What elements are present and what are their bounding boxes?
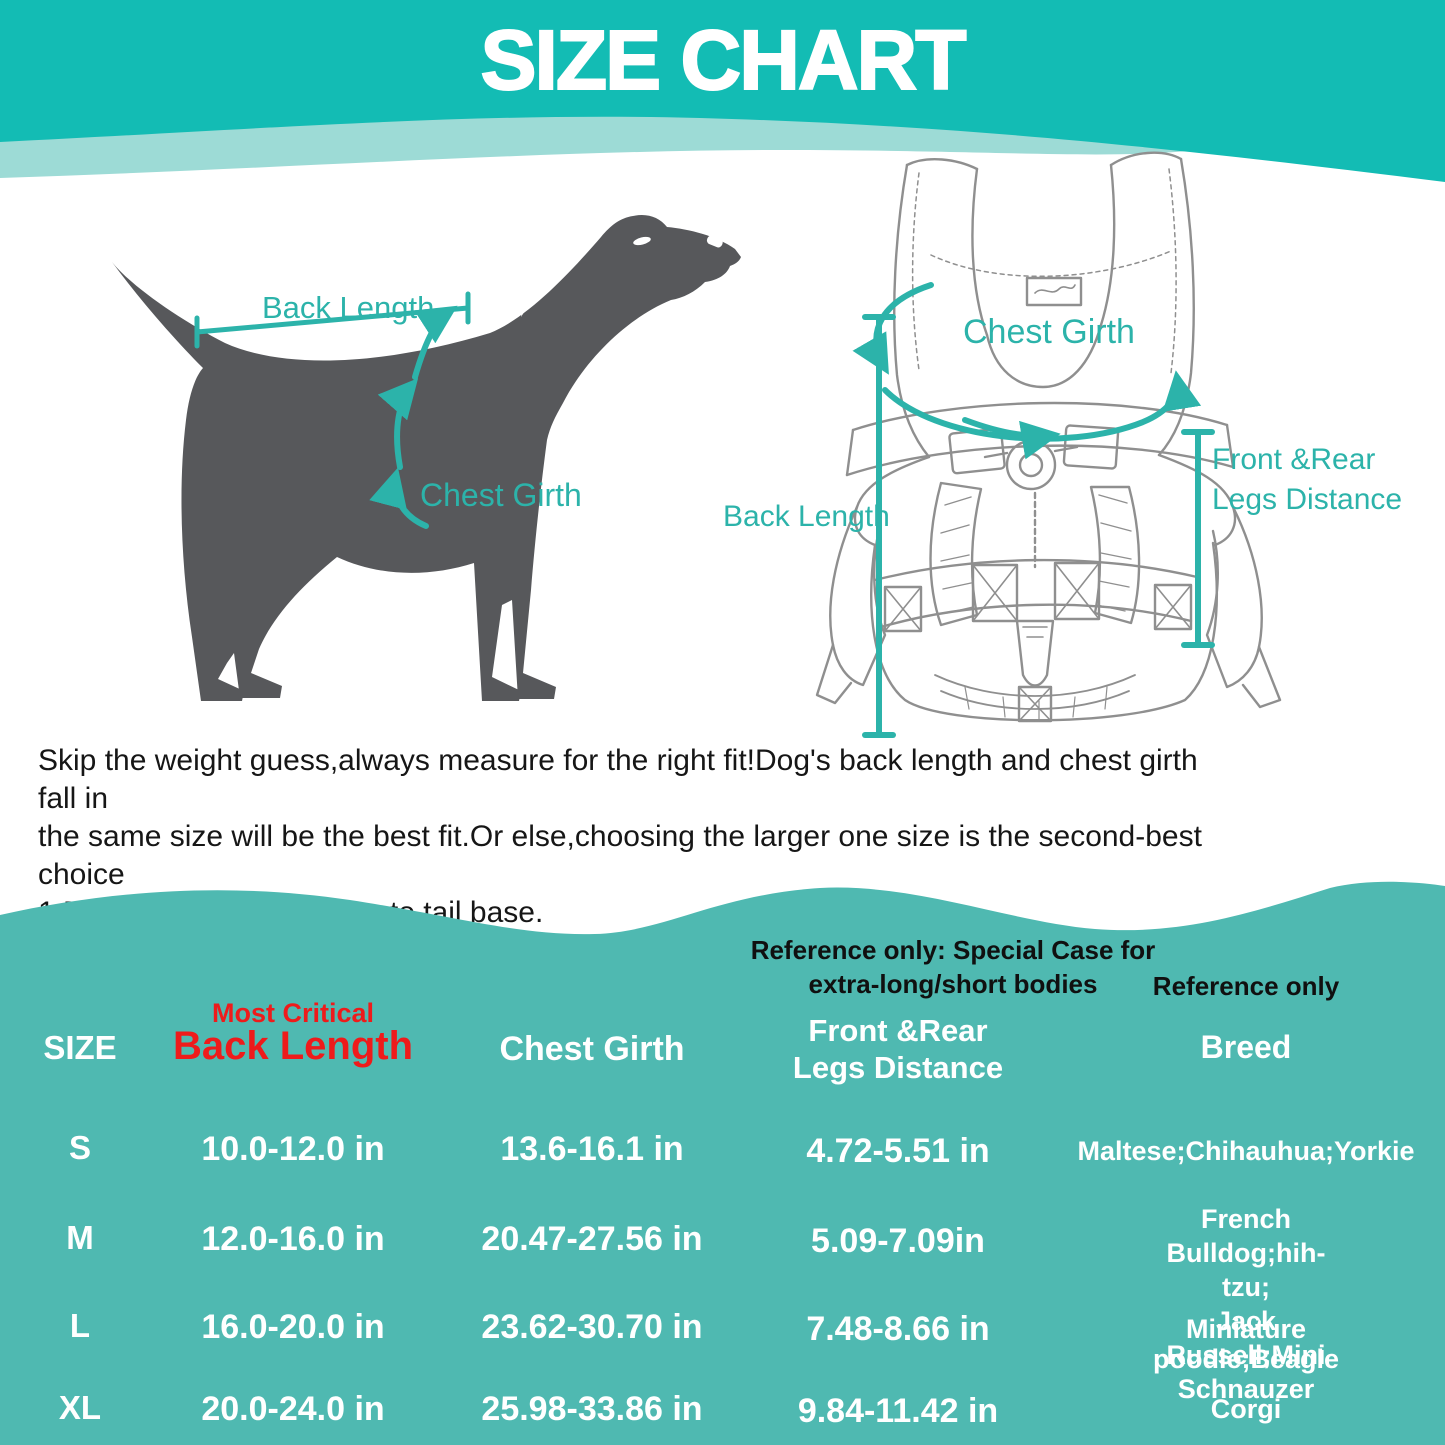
pack-legs-distance-label: Front &Rear Legs Distance [1212,443,1403,516]
breed-column-note: Reference only [1152,971,1340,1001]
row-s-chest-girth: 13.6-16.1 in [500,1130,684,1168]
row-l-chest-girth: 23.62-30.70 in [481,1308,703,1346]
dog-silhouette-icon [112,215,741,701]
most-critical-note: Most Critical [211,998,375,1028]
row-xl-breed: Corgi [1210,1394,1282,1424]
header-wave-background [0,0,1445,182]
legs-column-note: Reference only: Special Case for extra-l… [750,935,1156,999]
dog-nose-highlight [706,235,723,248]
row-m-back-length: 12.0-16.0 in [201,1220,385,1258]
row-l-size: L [69,1307,91,1344]
header-teal-wave [0,0,1445,182]
row-s-size: S [68,1129,92,1166]
page-title: SIZE CHART [480,12,968,108]
header-breed: Breed [1200,1029,1292,1065]
row-s-back-length: 10.0-12.0 in [201,1130,385,1168]
row-l-breed: Miniature poodle;Beagle [1152,1314,1340,1375]
row-m-chest-girth: 20.47-27.56 in [481,1220,703,1258]
header-size: SIZE [43,1029,117,1066]
dog-chest-girth-label: Chest Girth [420,477,582,513]
carrier-backpack-illustration [815,151,1282,723]
row-xl-chest-girth: 25.98-33.86 in [481,1390,703,1428]
row-s-legs-distance: 4.72-5.51 in [806,1132,990,1170]
brand-label-icon [1025,276,1083,307]
carrier-backpack-figure [815,151,1282,738]
pack-legs-distance-measure-line [1181,429,1215,648]
row-xl-back-length: 20.0-24.0 in [201,1390,385,1428]
pack-chest-girth-arrow [852,282,1202,460]
dog-eye [633,236,651,246]
dog-ear-highlight [521,251,573,317]
row-m-size: M [66,1219,94,1256]
row-l-back-length: 16.0-20.0 in [201,1308,385,1346]
row-l-legs-distance: 7.48-8.66 in [806,1310,990,1348]
dog-back-length-label: Back Length [262,290,435,325]
row-s-breed: Maltese;Chihauhua;Yorkie [1077,1136,1415,1166]
pack-chest-girth-label: Chest Girth [963,313,1135,351]
dog-measurement-figure [112,215,741,701]
row-m-breed: French Bulldog;hih-tzu; Jack Russell;Min… [1166,1204,1326,1404]
row-m-legs-distance: 5.09-7.09in [811,1222,985,1260]
row-xl-size: XL [58,1389,102,1426]
header-chest-girth: Chest Girth [499,1030,685,1068]
table-wave-background [0,881,1445,1445]
pack-back-length-measure-line [862,314,896,738]
header-legs-distance: Front &Rear Legs Distance [792,1013,1004,1085]
row-xl-legs-distance: 9.84-11.42 in [797,1392,999,1430]
header-back-length: Back Length [172,1024,414,1068]
pack-back-length-label: Back Length [723,500,890,533]
chest-girth-arrow [369,305,458,529]
